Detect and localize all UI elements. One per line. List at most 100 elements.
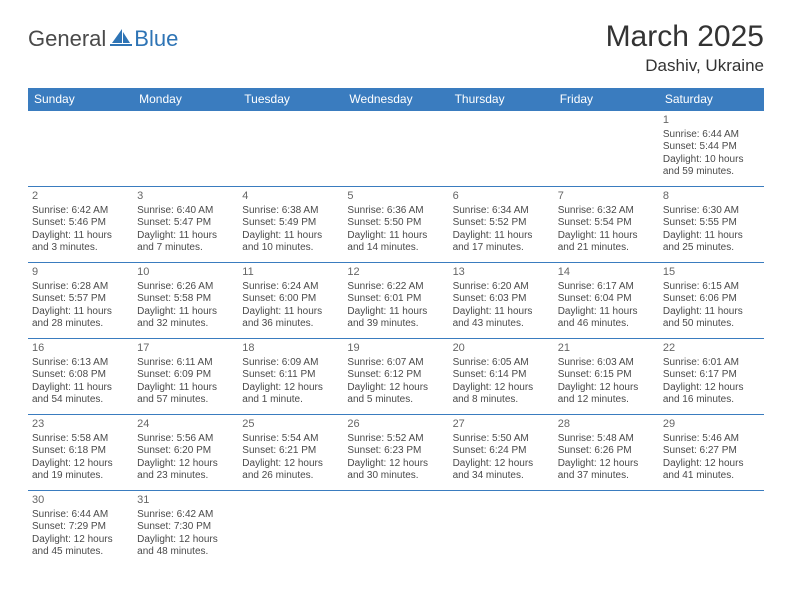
logo-text-blue: Blue	[134, 26, 178, 52]
sunrise-text: Sunrise: 6:44 AM	[663, 129, 760, 142]
sunrise-text: Sunrise: 6:11 AM	[137, 357, 234, 370]
calendar-week-row: 16Sunrise: 6:13 AMSunset: 6:08 PMDayligh…	[28, 339, 764, 415]
sunset-text: Sunset: 6:00 PM	[242, 293, 339, 306]
sunset-text: Sunset: 5:58 PM	[137, 293, 234, 306]
sunrise-text: Sunrise: 6:24 AM	[242, 281, 339, 294]
sunrise-text: Sunrise: 6:20 AM	[453, 281, 550, 294]
sunset-text: Sunset: 5:46 PM	[32, 217, 129, 230]
sunrise-text: Sunrise: 6:42 AM	[137, 509, 234, 522]
calendar-day-cell: 27Sunrise: 5:50 AMSunset: 6:24 PMDayligh…	[449, 415, 554, 491]
title-block: March 2025 Dashiv, Ukraine	[606, 20, 764, 76]
day-number: 18	[242, 342, 339, 356]
day-number: 2	[32, 190, 129, 204]
sunrise-text: Sunrise: 6:17 AM	[558, 281, 655, 294]
sunset-text: Sunset: 6:04 PM	[558, 293, 655, 306]
day-number: 26	[347, 418, 444, 432]
sunrise-text: Sunrise: 6:28 AM	[32, 281, 129, 294]
sunset-text: Sunset: 7:29 PM	[32, 521, 129, 534]
calendar-day-cell: 5Sunrise: 6:36 AMSunset: 5:50 PMDaylight…	[343, 187, 448, 263]
calendar-week-row: 30Sunrise: 6:44 AMSunset: 7:29 PMDayligh…	[28, 491, 764, 567]
daylight-text: Daylight: 11 hours and 25 minutes.	[663, 230, 760, 255]
calendar-day-cell: 7Sunrise: 6:32 AMSunset: 5:54 PMDaylight…	[554, 187, 659, 263]
calendar-week-row: 2Sunrise: 6:42 AMSunset: 5:46 PMDaylight…	[28, 187, 764, 263]
sunrise-text: Sunrise: 6:09 AM	[242, 357, 339, 370]
sunrise-text: Sunrise: 6:42 AM	[32, 205, 129, 218]
daylight-text: Daylight: 12 hours and 1 minute.	[242, 382, 339, 407]
calendar-day-cell	[449, 111, 554, 187]
day-number: 21	[558, 342, 655, 356]
calendar-day-cell	[343, 111, 448, 187]
sunrise-text: Sunrise: 5:48 AM	[558, 433, 655, 446]
sunset-text: Sunset: 6:21 PM	[242, 445, 339, 458]
weekday-header-row: Sunday Monday Tuesday Wednesday Thursday…	[28, 88, 764, 111]
sunset-text: Sunset: 5:57 PM	[32, 293, 129, 306]
calendar-day-cell	[554, 111, 659, 187]
daylight-text: Daylight: 12 hours and 34 minutes.	[453, 458, 550, 483]
sunset-text: Sunset: 5:52 PM	[453, 217, 550, 230]
daylight-text: Daylight: 11 hours and 10 minutes.	[242, 230, 339, 255]
weekday-header: Tuesday	[238, 88, 343, 111]
weekday-header: Friday	[554, 88, 659, 111]
calendar-body: 1Sunrise: 6:44 AMSunset: 5:44 PMDaylight…	[28, 111, 764, 567]
calendar-day-cell: 1Sunrise: 6:44 AMSunset: 5:44 PMDaylight…	[659, 111, 764, 187]
weekday-header: Thursday	[449, 88, 554, 111]
day-number: 23	[32, 418, 129, 432]
day-number: 3	[137, 190, 234, 204]
calendar-day-cell: 22Sunrise: 6:01 AMSunset: 6:17 PMDayligh…	[659, 339, 764, 415]
calendar-day-cell: 17Sunrise: 6:11 AMSunset: 6:09 PMDayligh…	[133, 339, 238, 415]
daylight-text: Daylight: 12 hours and 37 minutes.	[558, 458, 655, 483]
sunset-text: Sunset: 6:09 PM	[137, 369, 234, 382]
calendar-day-cell: 6Sunrise: 6:34 AMSunset: 5:52 PMDaylight…	[449, 187, 554, 263]
daylight-text: Daylight: 11 hours and 14 minutes.	[347, 230, 444, 255]
daylight-text: Daylight: 12 hours and 12 minutes.	[558, 382, 655, 407]
sunrise-text: Sunrise: 6:05 AM	[453, 357, 550, 370]
sunset-text: Sunset: 6:12 PM	[347, 369, 444, 382]
daylight-text: Daylight: 11 hours and 17 minutes.	[453, 230, 550, 255]
sunrise-text: Sunrise: 6:01 AM	[663, 357, 760, 370]
sunset-text: Sunset: 5:49 PM	[242, 217, 339, 230]
daylight-text: Daylight: 11 hours and 32 minutes.	[137, 306, 234, 331]
daylight-text: Daylight: 11 hours and 43 minutes.	[453, 306, 550, 331]
calendar-day-cell	[554, 491, 659, 567]
calendar-week-row: 9Sunrise: 6:28 AMSunset: 5:57 PMDaylight…	[28, 263, 764, 339]
calendar-day-cell: 29Sunrise: 5:46 AMSunset: 6:27 PMDayligh…	[659, 415, 764, 491]
daylight-text: Daylight: 12 hours and 41 minutes.	[663, 458, 760, 483]
day-number: 12	[347, 266, 444, 280]
daylight-text: Daylight: 11 hours and 7 minutes.	[137, 230, 234, 255]
calendar-day-cell: 25Sunrise: 5:54 AMSunset: 6:21 PMDayligh…	[238, 415, 343, 491]
sunset-text: Sunset: 6:27 PM	[663, 445, 760, 458]
sunset-text: Sunset: 5:44 PM	[663, 141, 760, 154]
sunrise-text: Sunrise: 5:50 AM	[453, 433, 550, 446]
sunset-text: Sunset: 6:20 PM	[137, 445, 234, 458]
daylight-text: Daylight: 11 hours and 46 minutes.	[558, 306, 655, 331]
day-number: 15	[663, 266, 760, 280]
calendar-day-cell	[28, 111, 133, 187]
daylight-text: Daylight: 10 hours and 59 minutes.	[663, 154, 760, 179]
day-number: 7	[558, 190, 655, 204]
daylight-text: Daylight: 11 hours and 3 minutes.	[32, 230, 129, 255]
sunset-text: Sunset: 6:24 PM	[453, 445, 550, 458]
day-number: 13	[453, 266, 550, 280]
calendar-day-cell: 24Sunrise: 5:56 AMSunset: 6:20 PMDayligh…	[133, 415, 238, 491]
calendar-day-cell: 12Sunrise: 6:22 AMSunset: 6:01 PMDayligh…	[343, 263, 448, 339]
day-number: 30	[32, 494, 129, 508]
daylight-text: Daylight: 12 hours and 26 minutes.	[242, 458, 339, 483]
daylight-text: Daylight: 11 hours and 39 minutes.	[347, 306, 444, 331]
calendar-day-cell: 19Sunrise: 6:07 AMSunset: 6:12 PMDayligh…	[343, 339, 448, 415]
daylight-text: Daylight: 12 hours and 5 minutes.	[347, 382, 444, 407]
sunrise-text: Sunrise: 6:34 AM	[453, 205, 550, 218]
sunset-text: Sunset: 5:50 PM	[347, 217, 444, 230]
weekday-header: Wednesday	[343, 88, 448, 111]
calendar-day-cell: 8Sunrise: 6:30 AMSunset: 5:55 PMDaylight…	[659, 187, 764, 263]
calendar-day-cell: 3Sunrise: 6:40 AMSunset: 5:47 PMDaylight…	[133, 187, 238, 263]
calendar-day-cell: 9Sunrise: 6:28 AMSunset: 5:57 PMDaylight…	[28, 263, 133, 339]
day-number: 1	[663, 114, 760, 128]
day-number: 5	[347, 190, 444, 204]
logo-text-general: General	[28, 26, 106, 52]
month-title: March 2025	[606, 20, 764, 54]
sunset-text: Sunset: 6:14 PM	[453, 369, 550, 382]
daylight-text: Daylight: 11 hours and 28 minutes.	[32, 306, 129, 331]
sunset-text: Sunset: 6:23 PM	[347, 445, 444, 458]
calendar-day-cell: 10Sunrise: 6:26 AMSunset: 5:58 PMDayligh…	[133, 263, 238, 339]
daylight-text: Daylight: 11 hours and 54 minutes.	[32, 382, 129, 407]
